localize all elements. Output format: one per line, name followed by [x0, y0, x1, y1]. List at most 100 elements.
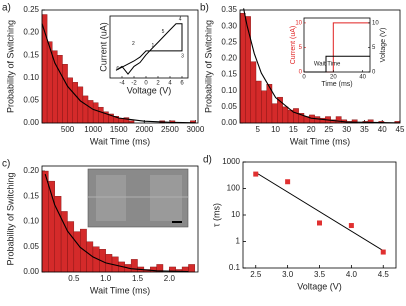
inset-x-tick-label: 4	[168, 81, 172, 87]
bar	[72, 82, 79, 124]
y-tick-label: 0.00	[23, 118, 39, 127]
bar	[245, 16, 251, 124]
y-axis-label: Probability of Switching	[5, 20, 15, 113]
bar	[41, 170, 49, 273]
bar	[282, 106, 289, 124]
inset-x-tick-label: 2	[156, 81, 160, 87]
inset-x-tick-label: 0	[302, 75, 306, 81]
point	[380, 249, 386, 255]
x-tick-label: 4.0	[346, 270, 358, 279]
bar	[239, 13, 246, 124]
bar	[314, 116, 321, 124]
bar	[98, 106, 104, 124]
y-tick-label: 0.25	[23, 5, 39, 14]
bar	[62, 64, 68, 124]
x-axis-label: Wait Time (ms)	[90, 285, 150, 295]
panel-label: b)	[200, 3, 209, 14]
x-tick-label: 35	[360, 125, 369, 134]
inset-annotation: 2	[132, 41, 135, 47]
axes-frame	[242, 161, 397, 269]
bar	[271, 103, 278, 124]
y-tick-label: 0.30	[221, 21, 237, 30]
y-tick-label: 0.1	[229, 263, 241, 272]
inset-y-tick-label: 0	[299, 70, 303, 76]
inset-x-tick-label: 0	[144, 81, 148, 87]
axes-frame	[303, 17, 371, 73]
bar	[73, 231, 81, 273]
bar	[118, 118, 125, 124]
y-tick-label: 0.10	[23, 217, 39, 226]
inset-y2-tick-label: 10	[372, 20, 379, 26]
bar	[77, 86, 84, 124]
x-tick-label: 20	[307, 125, 316, 134]
inset-y-label: Current (uA)	[98, 22, 108, 72]
y-tick-label: 0.20	[23, 28, 39, 37]
x-tick-label: 45	[396, 125, 405, 134]
x-tick-label: 3.0	[282, 270, 294, 279]
bar	[130, 259, 138, 273]
x-tick-label: 0.5	[68, 274, 80, 283]
inset-y-tick-label: 10	[295, 20, 302, 26]
inset-y-label: Current (uA)	[290, 26, 297, 65]
inset-y2-tick-label: 5	[372, 45, 376, 51]
inset-annotation: 1	[152, 43, 155, 49]
micrograph-pad	[96, 175, 126, 221]
x-tick-label: 3.5	[314, 270, 326, 279]
inset-x-label: Time (ms)	[321, 81, 352, 88]
bar	[335, 116, 342, 124]
bar	[261, 90, 267, 124]
fit-line	[255, 172, 384, 252]
x-axis-label: Wait Time (ms)	[290, 136, 350, 146]
inset-x-tick-label: 20	[330, 75, 337, 81]
panel-label: d)	[203, 155, 212, 166]
x-tick-label: 2.5	[250, 270, 262, 279]
bar	[82, 95, 89, 124]
inset-x-tick-label: -4	[119, 81, 125, 87]
x-tick-label: 500	[61, 125, 75, 134]
panel-label: a)	[2, 3, 11, 14]
x-tick-label: 2000	[135, 125, 153, 134]
x-tick-label: 30	[342, 125, 351, 134]
panel-label: c)	[2, 159, 10, 170]
fit-curve	[243, 8, 401, 124]
scale-bar	[172, 221, 182, 223]
inset-x-tick-label: -2	[131, 81, 137, 87]
y-tick-label: 1	[236, 237, 241, 246]
inset-x-label: Voltage (V)	[127, 85, 172, 95]
y-axis-label: τ (ms)	[211, 203, 221, 227]
x-tick-label: 1.0	[100, 274, 112, 283]
x-tick-label: 15	[289, 125, 298, 134]
y-tick-label: 0.15	[23, 191, 39, 200]
y-tick-label: 0.00	[23, 267, 39, 276]
bar	[250, 61, 257, 124]
y-axis-label: Probability of Switching	[5, 172, 15, 265]
y-tick-label: 0.15	[23, 50, 39, 59]
y-tick-label: 10	[231, 210, 240, 219]
inset-y-tick-label: 5	[299, 45, 303, 51]
x-tick-label: 40	[378, 125, 387, 134]
bar	[293, 108, 299, 124]
bar	[80, 228, 87, 273]
bar	[87, 100, 94, 124]
inset-annotation: Wait Time	[314, 62, 341, 68]
y-tick-label: 0.20	[23, 166, 39, 175]
y-tick-label: 0.10	[221, 86, 237, 95]
axes-frame	[41, 165, 199, 273]
bar	[67, 77, 73, 124]
y-tick-label: 100	[227, 184, 241, 193]
inset-annotation: 4	[179, 16, 182, 22]
y-tick-label: 0.20	[221, 54, 237, 63]
inset-annotation: 5	[162, 29, 165, 35]
bar	[67, 221, 75, 273]
inset-annotation: 3	[181, 54, 184, 60]
bar	[188, 264, 196, 273]
x-axis-label: Voltage (V)	[297, 281, 342, 291]
x-tick-label: 1000	[84, 125, 102, 134]
axes-frame	[109, 15, 189, 79]
y-tick-label: 0.15	[221, 70, 237, 79]
y-tick-label: 0.25	[221, 37, 237, 46]
y-tick-label: 0.10	[23, 73, 39, 82]
y-tick-label: 0.00	[221, 118, 237, 127]
fit-curve	[44, 173, 189, 273]
x-tick-label: 3000	[187, 125, 205, 134]
